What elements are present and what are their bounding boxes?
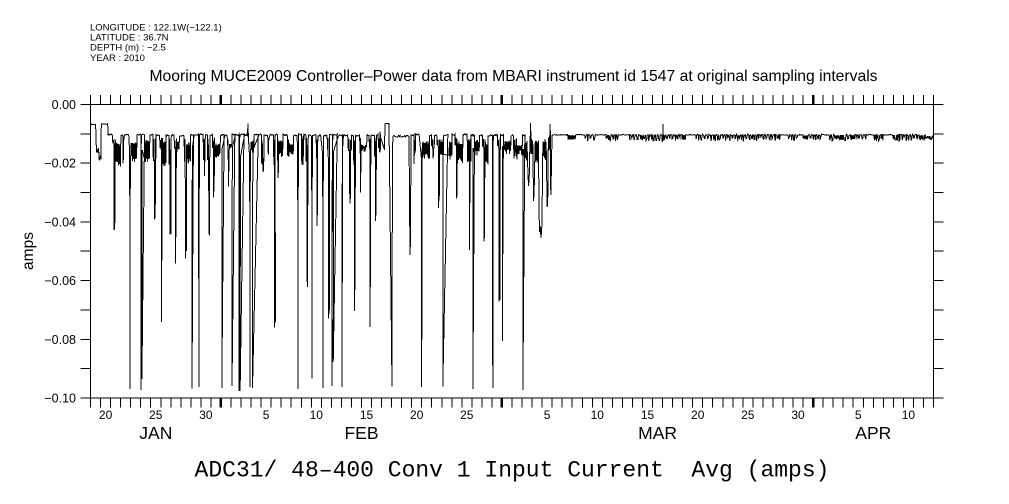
svg-text:−0.08: −0.08 bbox=[44, 333, 76, 347]
svg-text:0.00: 0.00 bbox=[52, 98, 76, 112]
svg-text:10: 10 bbox=[310, 408, 324, 422]
svg-text:−0.06: −0.06 bbox=[44, 274, 76, 288]
svg-text:10: 10 bbox=[591, 408, 605, 422]
svg-text:LATITUDE : 36.7N: LATITUDE : 36.7N bbox=[90, 33, 169, 44]
svg-text:APR: APR bbox=[855, 423, 891, 443]
svg-text:15: 15 bbox=[641, 408, 655, 422]
svg-text:JAN: JAN bbox=[139, 423, 172, 443]
svg-text:15: 15 bbox=[360, 408, 374, 422]
svg-text:20: 20 bbox=[691, 408, 705, 422]
svg-text:10: 10 bbox=[902, 408, 916, 422]
svg-text:5: 5 bbox=[855, 408, 862, 422]
svg-text:20: 20 bbox=[410, 408, 424, 422]
svg-text:amps: amps bbox=[20, 232, 37, 270]
svg-text:−0.02: −0.02 bbox=[44, 157, 76, 171]
svg-text:25: 25 bbox=[460, 408, 474, 422]
svg-text:5: 5 bbox=[263, 408, 270, 422]
svg-text:MAR: MAR bbox=[638, 423, 677, 443]
svg-text:25: 25 bbox=[149, 408, 163, 422]
svg-text:30: 30 bbox=[199, 408, 213, 422]
svg-text:Mooring MUCE2009 Controller–Po: Mooring MUCE2009 Controller–Power data f… bbox=[149, 68, 877, 85]
svg-text:−0.10: −0.10 bbox=[44, 392, 76, 406]
svg-text:25: 25 bbox=[741, 408, 755, 422]
svg-text:LONGITUDE : 122.1W(−122.1): LONGITUDE : 122.1W(−122.1) bbox=[90, 23, 222, 34]
svg-text:20: 20 bbox=[99, 408, 113, 422]
svg-text:YEAR : 2010: YEAR : 2010 bbox=[90, 53, 145, 64]
svg-text:FEB: FEB bbox=[344, 423, 378, 443]
svg-text:−0.04: −0.04 bbox=[44, 215, 76, 229]
svg-text:5: 5 bbox=[544, 408, 551, 422]
svg-text:ADC31/ 48–400 Conv 1 Input Cur: ADC31/ 48–400 Conv 1 Input Current Avg (… bbox=[195, 458, 830, 484]
svg-text:DEPTH (m) : −2.5: DEPTH (m) : −2.5 bbox=[90, 43, 166, 54]
svg-text:30: 30 bbox=[791, 408, 805, 422]
